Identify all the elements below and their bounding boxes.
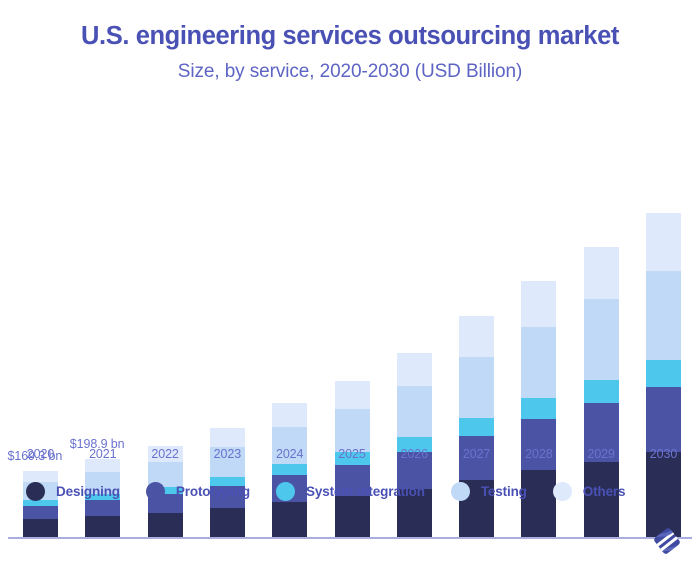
bar-segment-designing-2021[interactable] bbox=[85, 515, 121, 537]
bar-segment-designing-2026[interactable] bbox=[396, 489, 432, 537]
bar-2029[interactable] bbox=[583, 247, 619, 537]
bar-segment-testing-2023[interactable] bbox=[209, 447, 245, 478]
bar-segment-testing-2029[interactable] bbox=[583, 299, 619, 380]
bar-segment-testing-2021[interactable] bbox=[85, 472, 121, 494]
plot-area: $169.3 bn $198.9 bn bbox=[0, 100, 700, 539]
bar-segment-others-2021[interactable] bbox=[85, 458, 121, 473]
page-title: U.S. engineering services outsourcing ma… bbox=[81, 22, 619, 50]
bar-segment-prototyping-2029[interactable] bbox=[583, 403, 619, 462]
bar-segment-prototyping-2027[interactable] bbox=[459, 435, 495, 480]
bar-2028[interactable] bbox=[521, 280, 557, 537]
bar-segment-others-2029[interactable] bbox=[583, 247, 619, 300]
bar-segment-others-2023[interactable] bbox=[209, 427, 245, 448]
bar-segment-system-integration-2027[interactable] bbox=[459, 417, 495, 436]
bar-segment-prototyping-2025[interactable] bbox=[334, 464, 370, 497]
legend-dot-prototyping bbox=[145, 481, 165, 501]
title-block: U.S. engineering services outsourcing ma… bbox=[0, 22, 700, 83]
bar-segment-designing-2025[interactable] bbox=[334, 496, 370, 537]
x-axis-baseline bbox=[8, 537, 692, 539]
bar-segment-prototyping-2020[interactable] bbox=[23, 505, 58, 519]
bar-segment-prototyping-2028[interactable] bbox=[521, 418, 557, 471]
bar-segment-designing-2029[interactable] bbox=[583, 461, 619, 537]
bar-value-label-2020: $169.3 bn bbox=[7, 448, 63, 463]
x-axis-tick-2030: 2030 bbox=[649, 447, 678, 461]
bar-2024[interactable] bbox=[272, 402, 308, 537]
legend-item-system-integration[interactable]: System integration bbox=[276, 481, 425, 501]
bar-2030[interactable] bbox=[646, 212, 681, 537]
legend-item-designing[interactable]: Designing bbox=[26, 481, 120, 501]
bar-segment-testing-2027[interactable] bbox=[459, 356, 495, 418]
legend-label-designing: Designing bbox=[56, 483, 120, 499]
legend-item-testing[interactable]: Testing bbox=[450, 481, 527, 501]
bar-segment-system-integration-2028[interactable] bbox=[521, 397, 557, 419]
bar-segment-others-2028[interactable] bbox=[521, 280, 557, 327]
x-axis-tick-2025: 2025 bbox=[338, 447, 366, 461]
x-axis-tick-2029: 2029 bbox=[587, 447, 615, 461]
bar-segment-prototyping-2030[interactable] bbox=[646, 386, 681, 453]
chart-subtitle: Size, by service, 2020-2030 (USD Billion… bbox=[177, 61, 523, 83]
bar-value-label-2021: $198.9 bn bbox=[69, 436, 125, 451]
bar-segment-system-integration-2025[interactable] bbox=[334, 451, 370, 465]
bar-segment-testing-2025[interactable] bbox=[334, 408, 370, 452]
legend-label-prototyping: Prototyping bbox=[175, 483, 250, 499]
legend-dot-system-integration bbox=[276, 481, 295, 501]
bar-segment-system-integration-2023[interactable] bbox=[209, 477, 245, 487]
x-axis-tick-labels: 2020 2021 2022 2023 2024 2025 2026 2027 2028 2029… bbox=[0, 447, 700, 469]
bar-segment-others-2026[interactable] bbox=[396, 353, 432, 387]
x-axis-tick-2022: 2022 bbox=[151, 447, 179, 461]
x-axis-tick-2026: 2026 bbox=[400, 447, 429, 461]
x-axis-tick-2021: 2021 bbox=[89, 447, 117, 461]
bar-2027[interactable] bbox=[459, 316, 495, 537]
bar-segment-system-integration-2024[interactable] bbox=[272, 463, 308, 475]
bar-segment-system-integration-2030[interactable] bbox=[646, 360, 681, 387]
bar-segment-system-integration-2029[interactable] bbox=[583, 379, 619, 404]
bar-segment-testing-2030[interactable] bbox=[646, 270, 681, 361]
bar-2021[interactable] bbox=[85, 458, 121, 537]
bar-2026[interactable] bbox=[396, 353, 432, 537]
legend-item-prototyping[interactable]: Prototyping bbox=[145, 481, 250, 501]
bar-segment-designing-2028[interactable] bbox=[521, 470, 557, 537]
chart-legend: Designing Prototyping System integration Te… bbox=[26, 478, 686, 504]
x-axis-tick-2024: 2024 bbox=[275, 447, 304, 461]
legend-item-others[interactable]: Others bbox=[552, 481, 626, 501]
bar-segment-system-integration-2026[interactable] bbox=[396, 436, 432, 453]
bar-segment-designing-2023[interactable] bbox=[209, 508, 245, 537]
bar-segment-system-integration-2020[interactable] bbox=[23, 500, 58, 506]
bar-segment-others-2020[interactable] bbox=[23, 470, 58, 483]
x-axis-tick-2020: 2020 bbox=[26, 447, 55, 461]
x-axis-tick-2027: 2027 bbox=[462, 447, 491, 461]
bar-segment-testing-2028[interactable] bbox=[521, 326, 557, 398]
x-axis-tick-2028: 2028 bbox=[525, 447, 553, 461]
bar-segment-system-integration-2021[interactable] bbox=[85, 493, 121, 501]
bar-segment-others-2024[interactable] bbox=[272, 402, 308, 428]
bar-segment-system-integration-2022[interactable] bbox=[147, 486, 183, 495]
bar-segment-others-2030[interactable] bbox=[646, 212, 681, 271]
bar-segment-prototyping-2021[interactable] bbox=[85, 500, 121, 516]
bar-segment-designing-2030[interactable] bbox=[646, 452, 681, 537]
legend-dot-designing bbox=[26, 481, 45, 501]
legend-dot-testing bbox=[450, 481, 470, 501]
bar-segment-prototyping-2026[interactable] bbox=[396, 452, 432, 490]
bar-segment-designing-2024[interactable] bbox=[272, 501, 308, 537]
bar-segment-testing-2024[interactable] bbox=[272, 427, 308, 464]
bar-segment-designing-2022[interactable] bbox=[147, 512, 183, 537]
bar-2025[interactable] bbox=[334, 380, 370, 537]
bar-segment-others-2027[interactable] bbox=[459, 316, 495, 357]
bar-segment-designing-2020[interactable] bbox=[23, 518, 58, 537]
bar-segment-testing-2026[interactable] bbox=[396, 386, 432, 437]
legend-label-system-integration: System integration bbox=[306, 483, 425, 499]
bar-2023[interactable] bbox=[209, 427, 245, 537]
legend-label-testing: Testing bbox=[480, 483, 527, 499]
legend-dot-others bbox=[552, 481, 572, 501]
x-axis-tick-2023: 2023 bbox=[213, 447, 242, 461]
bar-segment-prototyping-2023[interactable] bbox=[209, 486, 245, 509]
legend-label-others: Others bbox=[582, 483, 626, 499]
bar-segment-others-2022[interactable] bbox=[147, 445, 183, 462]
grand-view-research-logo bbox=[652, 526, 682, 556]
bar-segment-others-2025[interactable] bbox=[334, 380, 370, 409]
